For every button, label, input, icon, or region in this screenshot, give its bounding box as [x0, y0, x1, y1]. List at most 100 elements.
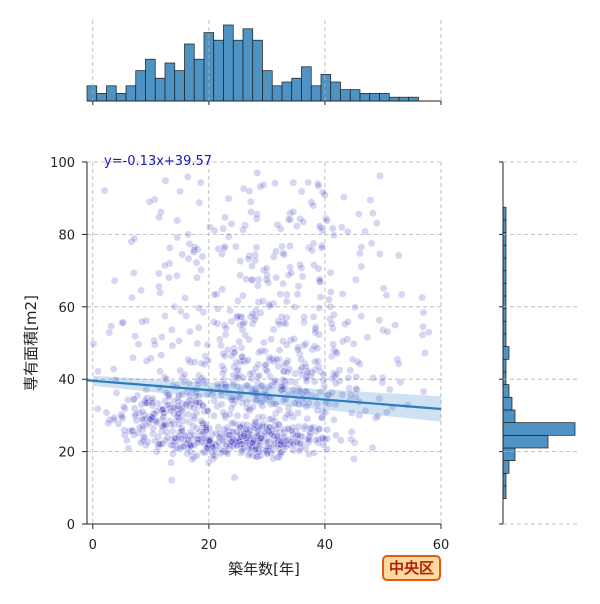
scatter-point — [220, 352, 229, 360]
scatter-point — [217, 341, 225, 350]
scatter-point — [227, 317, 236, 326]
scatter-point — [316, 293, 325, 301]
scatter-point — [102, 408, 111, 417]
scatter-point — [326, 315, 335, 323]
scatter-point — [201, 423, 210, 432]
scatter-point — [194, 376, 202, 385]
scatter-point — [236, 321, 244, 329]
x-axis-title: 築年数[年] — [228, 560, 300, 578]
scatter-point — [397, 290, 406, 299]
scatter-point — [352, 373, 361, 381]
scatter-point — [130, 269, 138, 277]
x-hist-bar — [154, 77, 166, 102]
scatter-point — [290, 335, 299, 343]
scatter-point — [309, 239, 318, 248]
scatter-point — [210, 226, 219, 235]
scatter-point — [244, 451, 253, 460]
scatter-point — [250, 315, 259, 324]
x-hist-bar — [262, 70, 273, 102]
scatter-point — [327, 288, 335, 296]
scatter-point — [173, 271, 181, 280]
scatter-point — [337, 436, 345, 445]
scatter-point — [176, 366, 185, 375]
scatter-point — [244, 255, 253, 263]
y-tick-label: 20 — [58, 446, 75, 461]
scatter-point — [130, 395, 139, 404]
scatter-point — [184, 254, 193, 263]
scatter-point — [224, 232, 233, 241]
scatter-point — [318, 226, 327, 235]
scatter-point — [289, 208, 298, 216]
scatter-point — [155, 439, 164, 448]
scatter-point — [383, 327, 392, 336]
scatter-point — [190, 414, 199, 423]
scatter-point — [269, 325, 278, 334]
scatter-point — [169, 450, 177, 458]
scatter-point — [259, 297, 267, 305]
y-axis-title: 専有面積[m2] — [22, 295, 40, 391]
scatter-point — [222, 324, 231, 333]
scatter-point — [251, 446, 259, 454]
scatter-point — [239, 373, 248, 382]
scatter-point — [252, 214, 261, 223]
scatter-point — [329, 231, 338, 240]
scatter-point — [235, 337, 244, 346]
scatter-point — [162, 388, 170, 397]
scatter-point — [318, 188, 327, 197]
regression-equation: y=-0.13x+39.57 — [104, 154, 212, 169]
scatter-point — [246, 197, 255, 206]
scatter-point — [357, 312, 366, 321]
x-hist-bar — [242, 28, 254, 102]
scatter-point — [315, 277, 324, 286]
scatter-point — [107, 322, 115, 331]
scatter-point — [269, 299, 278, 308]
scatter-point — [138, 407, 147, 416]
scatter-point — [297, 187, 306, 196]
x-hist-bar — [301, 66, 312, 102]
scatter-point — [195, 198, 204, 207]
scatter-point — [279, 249, 287, 258]
scatter-point — [242, 434, 250, 442]
x-hist-bar — [115, 93, 127, 102]
scatter-point — [394, 359, 403, 368]
scatter-point — [259, 181, 268, 189]
scatter-point — [194, 379, 203, 388]
scatter-point — [245, 187, 254, 195]
scatter-point — [232, 428, 241, 436]
scatter-point — [285, 377, 294, 386]
scatter-point — [158, 333, 166, 341]
x-hist-bar — [184, 43, 195, 102]
scatter-point — [253, 169, 262, 177]
scatter-point — [219, 408, 228, 417]
scatter-point — [127, 237, 136, 246]
scatter-point — [184, 444, 193, 452]
scatter-point — [270, 400, 278, 408]
scatter-point — [227, 419, 236, 428]
scatter-point — [363, 333, 372, 342]
scatter-point — [320, 382, 329, 391]
scatter-point — [149, 424, 157, 433]
scatter-point — [229, 435, 238, 444]
scatter-point — [148, 394, 157, 403]
scatter-point — [326, 268, 335, 277]
scatter-point — [311, 357, 319, 366]
scatter-point — [361, 407, 370, 415]
scatter-point — [193, 339, 202, 348]
scatter-point — [283, 297, 291, 306]
regression-line — [86, 379, 442, 411]
scatter-point — [293, 290, 302, 298]
x-tick-label: 40 — [317, 538, 334, 553]
scatter-point — [237, 353, 246, 361]
scatter-point — [239, 184, 248, 193]
scatter-point — [220, 425, 229, 434]
scatter-point — [332, 348, 340, 356]
scatter-point — [330, 311, 338, 319]
y-tick-label: 0 — [67, 518, 75, 533]
scatter-point — [196, 427, 205, 436]
scatter-point — [195, 304, 203, 312]
scatter-point — [376, 172, 384, 180]
scatter-point — [253, 210, 261, 219]
y-tick-label: 40 — [58, 373, 75, 388]
scatter-point — [136, 438, 145, 447]
scatter-point — [265, 300, 274, 309]
